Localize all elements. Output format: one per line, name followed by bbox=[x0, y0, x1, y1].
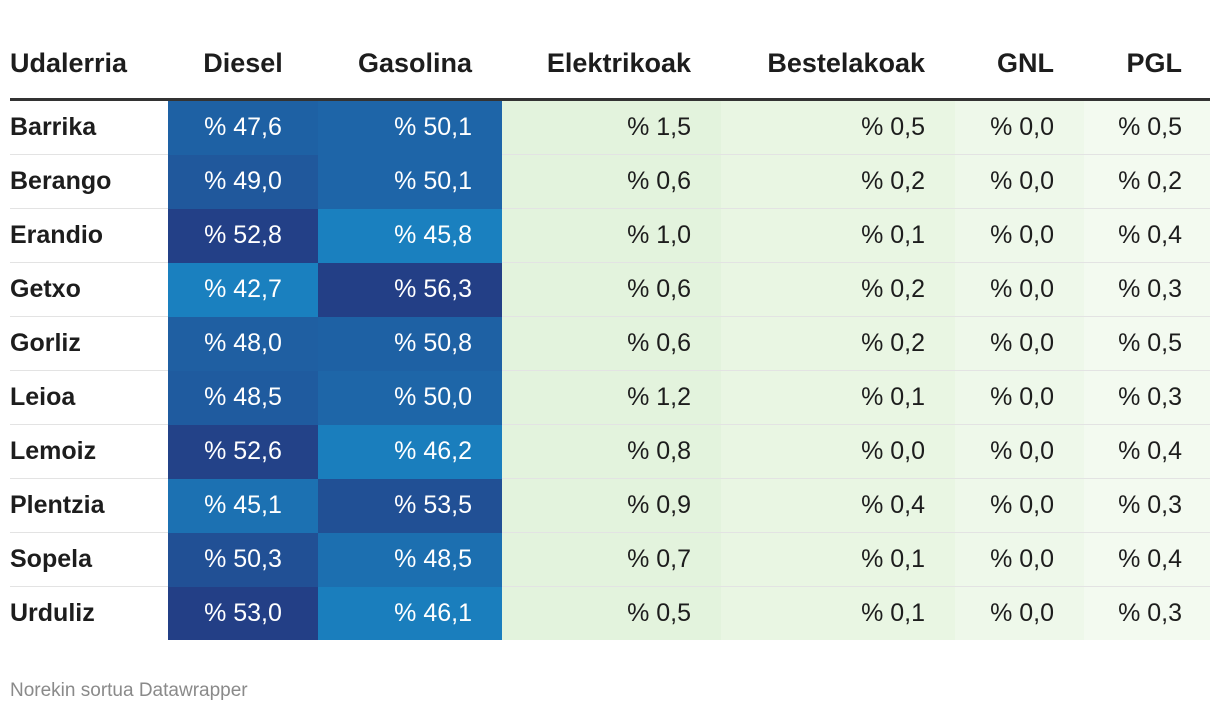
cell-gnl: % 0,0 bbox=[955, 262, 1084, 317]
row-label: Getxo bbox=[10, 262, 168, 317]
cell-pgl: % 0,5 bbox=[1084, 99, 1210, 155]
cell-gnl: % 0,0 bbox=[955, 208, 1084, 263]
heatmap-table: Udalerria Diesel Gasolina Elektrikoak Be… bbox=[10, 28, 1210, 640]
table-row: Plentzia% 45,1% 53,5% 0,9% 0,4% 0,0% 0,3 bbox=[10, 478, 1210, 533]
cell-elektrikoak: % 1,5 bbox=[502, 99, 721, 155]
cell-pgl: % 0,3 bbox=[1084, 586, 1210, 640]
cell-elektrikoak: % 0,7 bbox=[502, 532, 721, 587]
table-row: Gorliz% 48,0% 50,8% 0,6% 0,2% 0,0% 0,5 bbox=[10, 316, 1210, 371]
table-row: Urduliz% 53,0% 46,1% 0,5% 0,1% 0,0% 0,3 bbox=[10, 586, 1210, 640]
column-header-gnl[interactable]: GNL bbox=[955, 28, 1084, 101]
cell-diesel: % 50,3 bbox=[168, 532, 318, 587]
cell-gasolina: % 50,1 bbox=[318, 99, 502, 155]
row-label: Urduliz bbox=[10, 586, 168, 640]
cell-pgl: % 0,3 bbox=[1084, 370, 1210, 425]
table-row: Erandio% 52,8% 45,8% 1,0% 0,1% 0,0% 0,4 bbox=[10, 208, 1210, 263]
cell-pgl: % 0,4 bbox=[1084, 208, 1210, 263]
column-header-gasolina[interactable]: Gasolina bbox=[318, 28, 502, 101]
table-row: Leioa% 48,5% 50,0% 1,2% 0,1% 0,0% 0,3 bbox=[10, 370, 1210, 425]
cell-diesel: % 48,5 bbox=[168, 370, 318, 425]
cell-diesel: % 45,1 bbox=[168, 478, 318, 533]
cell-bestelakoak: % 0,1 bbox=[721, 532, 955, 587]
cell-gnl: % 0,0 bbox=[955, 478, 1084, 533]
cell-gasolina: % 50,1 bbox=[318, 154, 502, 209]
cell-pgl: % 0,3 bbox=[1084, 478, 1210, 533]
cell-gnl: % 0,0 bbox=[955, 154, 1084, 209]
cell-gasolina: % 50,8 bbox=[318, 316, 502, 371]
cell-diesel: % 49,0 bbox=[168, 154, 318, 209]
cell-bestelakoak: % 0,1 bbox=[721, 370, 955, 425]
cell-pgl: % 0,4 bbox=[1084, 532, 1210, 587]
cell-gnl: % 0,0 bbox=[955, 532, 1084, 587]
table-row: Berango% 49,0% 50,1% 0,6% 0,2% 0,0% 0,2 bbox=[10, 154, 1210, 209]
row-label: Lemoiz bbox=[10, 424, 168, 479]
cell-gasolina: % 48,5 bbox=[318, 532, 502, 587]
column-header-diesel[interactable]: Diesel bbox=[168, 28, 318, 101]
cell-diesel: % 52,8 bbox=[168, 208, 318, 263]
cell-gnl: % 0,0 bbox=[955, 586, 1084, 640]
cell-bestelakoak: % 0,1 bbox=[721, 586, 955, 640]
cell-elektrikoak: % 0,8 bbox=[502, 424, 721, 479]
cell-bestelakoak: % 0,1 bbox=[721, 208, 955, 263]
table-row: Barrika% 47,6% 50,1% 1,5% 0,5% 0,0% 0,5 bbox=[10, 99, 1210, 155]
table-row: Getxo% 42,7% 56,3% 0,6% 0,2% 0,0% 0,3 bbox=[10, 262, 1210, 317]
cell-pgl: % 0,3 bbox=[1084, 262, 1210, 317]
cell-elektrikoak: % 0,6 bbox=[502, 316, 721, 371]
cell-elektrikoak: % 0,9 bbox=[502, 478, 721, 533]
cell-gasolina: % 46,2 bbox=[318, 424, 502, 479]
cell-bestelakoak: % 0,2 bbox=[721, 154, 955, 209]
row-label: Sopela bbox=[10, 532, 168, 587]
cell-bestelakoak: % 0,4 bbox=[721, 478, 955, 533]
cell-gasolina: % 56,3 bbox=[318, 262, 502, 317]
table-row: Sopela% 50,3% 48,5% 0,7% 0,1% 0,0% 0,4 bbox=[10, 532, 1210, 587]
column-header-pgl[interactable]: PGL bbox=[1084, 28, 1210, 101]
row-label: Erandio bbox=[10, 208, 168, 263]
row-label: Barrika bbox=[10, 99, 168, 155]
heatmap-table-container: Udalerria Diesel Gasolina Elektrikoak Be… bbox=[10, 28, 1210, 640]
row-label: Plentzia bbox=[10, 478, 168, 533]
cell-elektrikoak: % 1,0 bbox=[502, 208, 721, 263]
column-header-bestelakoak[interactable]: Bestelakoak bbox=[721, 28, 955, 101]
cell-diesel: % 53,0 bbox=[168, 586, 318, 640]
row-label: Gorliz bbox=[10, 316, 168, 371]
cell-elektrikoak: % 0,5 bbox=[502, 586, 721, 640]
footer-credit: Norekin sortua Datawrapper bbox=[10, 680, 248, 701]
cell-diesel: % 47,6 bbox=[168, 99, 318, 155]
cell-gasolina: % 45,8 bbox=[318, 208, 502, 263]
column-header-elektrikoak[interactable]: Elektrikoak bbox=[502, 28, 721, 101]
cell-gasolina: % 50,0 bbox=[318, 370, 502, 425]
header-row: Udalerria Diesel Gasolina Elektrikoak Be… bbox=[10, 28, 1210, 101]
cell-gasolina: % 46,1 bbox=[318, 586, 502, 640]
cell-diesel: % 48,0 bbox=[168, 316, 318, 371]
cell-gnl: % 0,0 bbox=[955, 316, 1084, 371]
cell-pgl: % 0,4 bbox=[1084, 424, 1210, 479]
cell-bestelakoak: % 0,5 bbox=[721, 99, 955, 155]
cell-diesel: % 42,7 bbox=[168, 262, 318, 317]
cell-bestelakoak: % 0,2 bbox=[721, 316, 955, 371]
cell-elektrikoak: % 0,6 bbox=[502, 154, 721, 209]
row-label: Leioa bbox=[10, 370, 168, 425]
cell-elektrikoak: % 0,6 bbox=[502, 262, 721, 317]
cell-bestelakoak: % 0,2 bbox=[721, 262, 955, 317]
table-body: Barrika% 47,6% 50,1% 1,5% 0,5% 0,0% 0,5 B… bbox=[10, 99, 1210, 640]
cell-bestelakoak: % 0,0 bbox=[721, 424, 955, 479]
column-header-udalerria[interactable]: Udalerria bbox=[10, 28, 168, 101]
cell-gnl: % 0,0 bbox=[955, 370, 1084, 425]
cell-gnl: % 0,0 bbox=[955, 424, 1084, 479]
cell-gasolina: % 53,5 bbox=[318, 478, 502, 533]
row-label: Berango bbox=[10, 154, 168, 209]
cell-diesel: % 52,6 bbox=[168, 424, 318, 479]
table-row: Lemoiz% 52,6% 46,2% 0,8% 0,0% 0,0% 0,4 bbox=[10, 424, 1210, 479]
cell-gnl: % 0,0 bbox=[955, 99, 1084, 155]
cell-elektrikoak: % 1,2 bbox=[502, 370, 721, 425]
cell-pgl: % 0,2 bbox=[1084, 154, 1210, 209]
cell-pgl: % 0,5 bbox=[1084, 316, 1210, 371]
